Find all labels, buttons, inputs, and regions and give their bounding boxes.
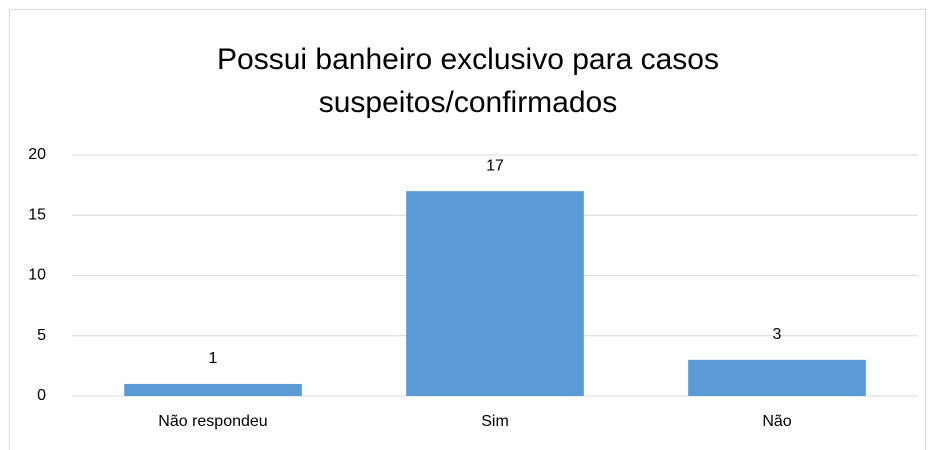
bar bbox=[688, 359, 866, 396]
data-label: 17 bbox=[486, 157, 504, 174]
x-tick-label: Sim bbox=[481, 413, 509, 430]
x-tick-label: Não bbox=[762, 413, 791, 430]
bar bbox=[406, 191, 584, 396]
data-label: 1 bbox=[209, 350, 218, 367]
x-tick-label: Não respondeu bbox=[158, 413, 267, 430]
data-label: 3 bbox=[773, 326, 782, 343]
chart-frame bbox=[9, 9, 926, 450]
bar bbox=[124, 383, 302, 396]
y-tick-label: 0 bbox=[37, 387, 46, 404]
y-tick-label: 15 bbox=[28, 206, 46, 223]
y-tick-label: 5 bbox=[37, 327, 46, 344]
chart-title: Possui banheiro exclusivo para casos sus… bbox=[217, 43, 719, 119]
y-tick-label: 20 bbox=[28, 146, 46, 163]
y-tick-label: 10 bbox=[28, 267, 46, 284]
